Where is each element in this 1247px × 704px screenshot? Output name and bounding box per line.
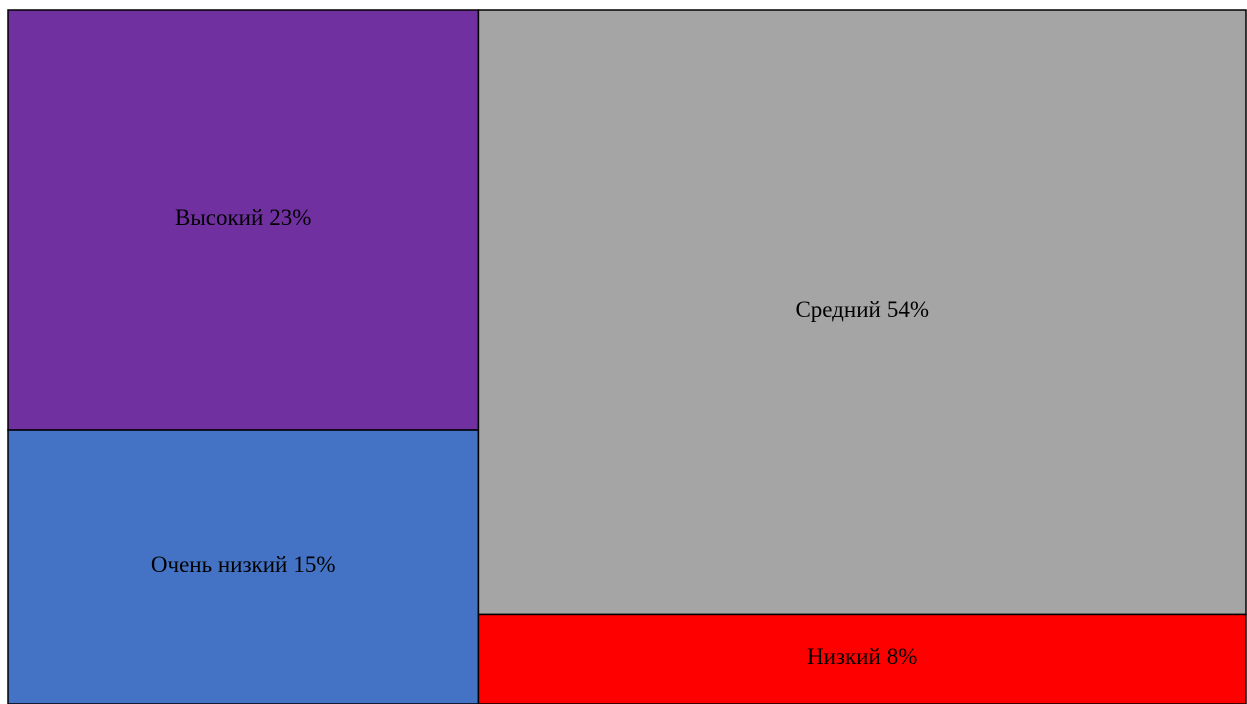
tile-label: Низкий 8%	[807, 645, 917, 670]
treemap-tile	[477, 613, 1247, 704]
treemap-tile	[7, 9, 480, 431]
tile-value: 15%	[293, 552, 335, 577]
tile-value: 8%	[887, 645, 918, 670]
tile-category: Очень низкий	[151, 552, 287, 577]
tile-label: Средний 54%	[795, 298, 929, 323]
tile-category: Средний	[795, 298, 880, 323]
treemap-tile	[7, 429, 480, 704]
tile-value: 23%	[269, 205, 311, 230]
tile-category: Высокий	[175, 205, 263, 230]
tile-label: Высокий 23%	[175, 205, 311, 230]
tile-label: Очень низкий 15%	[151, 552, 336, 577]
tile-category: Низкий	[807, 645, 881, 670]
tile-value: 54%	[887, 298, 929, 323]
